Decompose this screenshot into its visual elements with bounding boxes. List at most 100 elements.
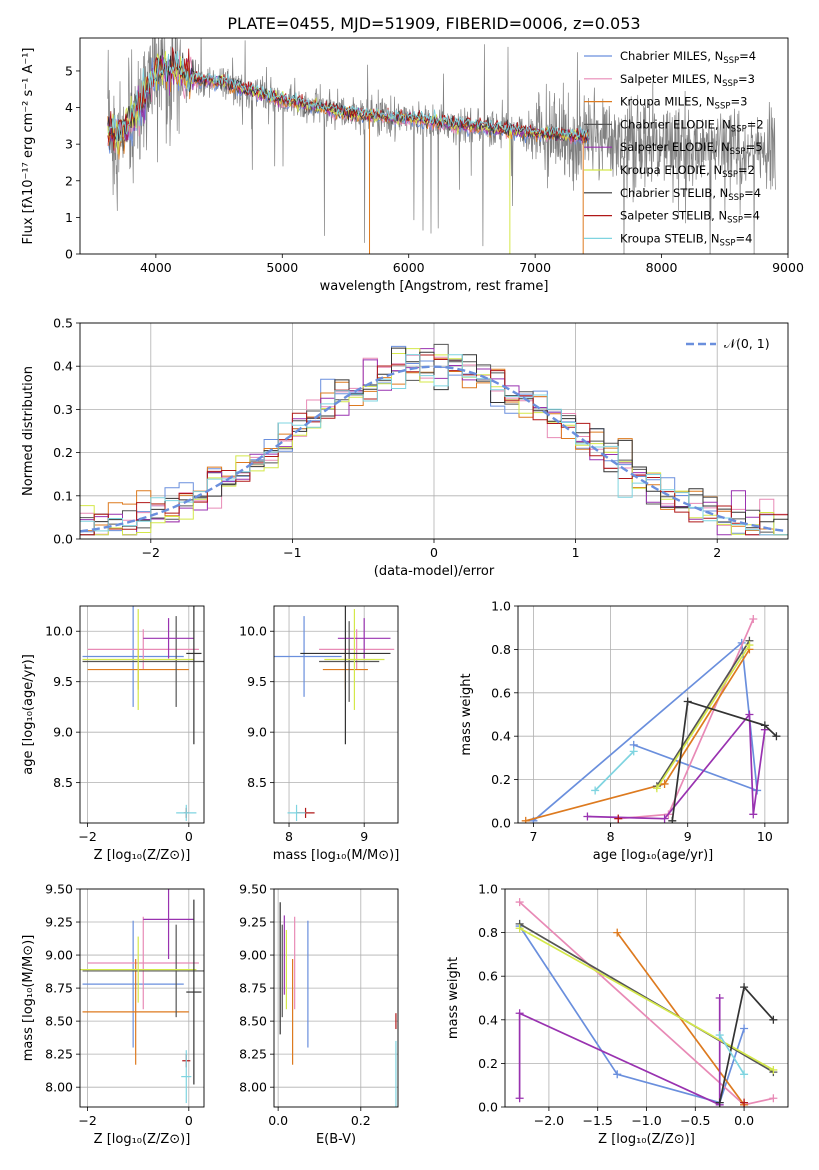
weight-marker-4 — [515, 1094, 524, 1103]
panel-weight-vs-age: 7 8 9 10 0.0 0.2 0.4 0.6 0.8 1.0 age [log₁₀(age/yr… — [459, 599, 789, 863]
weight-marker-4 — [715, 994, 724, 1002]
weight-marker-8 — [740, 1070, 749, 1079]
y-tick-label: 9.0 — [53, 725, 73, 740]
x-axis-label: wavelength [Angstrom, rest frame] — [320, 279, 549, 294]
x-tick-label: 8000 — [646, 260, 678, 275]
weight-marker-4 — [660, 814, 669, 823]
y-tick-label: 10.0 — [45, 624, 73, 639]
y-tick-label: 1.0 — [478, 882, 498, 897]
weight-marker-4 — [515, 1009, 524, 1018]
legend-entry-8: Kroupa STELIB, NSSP=4 — [620, 231, 752, 248]
y-tick-label: 0.8 — [491, 642, 511, 657]
y-tick-label: 0.0 — [478, 1100, 498, 1115]
x-axis-label: age [log₁₀(age/yr)] — [593, 848, 714, 863]
y-tick-label: 8.5 — [53, 775, 73, 790]
histogram-7 — [80, 354, 788, 536]
weight-line-5 — [656, 644, 751, 789]
panel-mass-vs-ebv: 0.0 0.2 8.00 8.25 8.50 8.75 9.00 9.25 9.50 E(B-V) — [239, 882, 399, 1147]
y-tick-label: 0.8 — [478, 925, 498, 940]
weight-marker-2 — [521, 816, 530, 823]
y-tick-label: 8.5 — [247, 775, 267, 790]
x-tick-label: 7000 — [519, 260, 551, 275]
y-axis-label: age [log₁₀(age/yr)] — [21, 654, 36, 775]
gaussian-curve — [80, 365, 786, 533]
legend-entry-5: Kroupa ELODIE, NSSP=2 — [620, 163, 755, 180]
x-tick-label: −2 — [142, 545, 160, 560]
legend-entry-6: Chabrier STELIB, NSSP=4 — [620, 186, 761, 203]
axes-frame — [79, 605, 205, 824]
y-tick-label: 1 — [65, 210, 73, 225]
weight-marker-5 — [745, 641, 754, 650]
y-tick-label: 0.2 — [53, 445, 73, 460]
y-tick-label: 0.0 — [53, 532, 73, 547]
y-tick-label: 3 — [65, 137, 73, 152]
x-tick-label: 1 — [572, 545, 580, 560]
weight-marker-1 — [749, 615, 758, 624]
y-tick-label: 8.50 — [239, 1014, 267, 1029]
weight-line-4 — [518, 998, 721, 1107]
weight-marker-4 — [749, 810, 758, 819]
panel-spectrum: 4000 5000 6000 7000 8000 9000 0 1 2 3 4 5 wavelength… — [21, 37, 804, 294]
y-tick-label: 0.2 — [478, 1056, 498, 1071]
weight-line-8 — [594, 750, 635, 792]
x-tick-label: 5000 — [266, 260, 298, 275]
y-tick-label: 8.50 — [45, 1014, 73, 1029]
y-tick-label: 0.3 — [53, 402, 73, 417]
weight-marker-2 — [613, 928, 622, 937]
x-tick-label: −1 — [283, 545, 301, 560]
histogram-6 — [80, 347, 788, 536]
plot-area — [515, 898, 778, 1107]
legend: Chabrier MILES, NSSP=4 Salpeter MILES, NS… — [584, 49, 764, 248]
y-tick-label: 0.4 — [478, 1012, 498, 1027]
y-tick-label: 5 — [65, 63, 73, 78]
plot-area — [274, 606, 395, 821]
x-axis-label: E(B-V) — [316, 1132, 356, 1147]
y-tick-label: 8.00 — [45, 1080, 73, 1095]
weight-marker-5 — [769, 1065, 778, 1074]
axes-frame — [504, 888, 789, 1108]
x-axis-label: Z [log₁₀(Z/Z⊙)] — [94, 848, 191, 863]
panel-age-vs-mass: 8 9 8.5 9.0 9.5 10.0 mass [log₁₀(M/M⊙)] — [239, 605, 400, 863]
weight-line-8 — [718, 1034, 745, 1075]
weight-marker-0 — [613, 1070, 622, 1079]
y-axis-label: Flux [fλ10⁻¹⁷ erg cm⁻² s⁻¹ A⁻¹] — [21, 48, 36, 245]
x-tick-label: 8 — [607, 829, 615, 844]
y-tick-label: 8.25 — [239, 1047, 267, 1062]
weight-marker-1 — [515, 898, 524, 907]
x-tick-label: 0 — [185, 829, 193, 844]
weight-marker-8 — [715, 1031, 724, 1040]
x-tick-label: 9 — [684, 829, 692, 844]
panel-weight-vs-Z: −2.0 −1.5 −1.0 −0.5 0.0 0.0 0.2 0.4 0.6 0.8 1.0 Z [… — [446, 882, 789, 1147]
x-tick-label: 10 — [757, 829, 773, 844]
weight-line-3 — [656, 640, 751, 787]
y-tick-label: 9.50 — [239, 882, 267, 897]
y-tick-label: 9.5 — [53, 674, 73, 689]
x-axis-label: Z [log₁₀(Z/Z⊙)] — [94, 1132, 191, 1147]
axes-frame — [517, 605, 789, 824]
y-tick-label: 9.0 — [247, 725, 267, 740]
legend-entry-1: Salpeter MILES, NSSP=3 — [620, 72, 755, 89]
y-tick-label: 0.5 — [53, 316, 73, 331]
y-tick-label: 0.2 — [491, 772, 511, 787]
panel-mass-vs-Z: −2 0 8.00 8.25 8.50 8.75 9.00 9.25 9.50 Z [log₁₀(… — [21, 882, 205, 1147]
x-tick-label: 6000 — [393, 260, 425, 275]
weight-marker-6 — [715, 1098, 724, 1107]
y-tick-label: 9.5 — [247, 674, 267, 689]
weight-marker-1 — [769, 1094, 778, 1103]
x-axis-label: mass [log₁₀(M/M⊙)] — [273, 848, 400, 863]
weight-marker-6 — [760, 721, 769, 730]
legend-entry-2: Kroupa MILES, NSSP=3 — [620, 95, 747, 112]
x-tick-label: 4000 — [140, 260, 172, 275]
plots-layer: 4000 5000 6000 7000 8000 9000012345wavelength… — [21, 37, 804, 1147]
y-axis-label: mass [log₁₀(M/M⊙)] — [21, 935, 36, 1062]
weight-line-0 — [518, 925, 745, 1104]
x-tick-label: −2 — [78, 829, 96, 844]
y-tick-label: 8.25 — [45, 1047, 73, 1062]
y-tick-label: 2 — [65, 173, 73, 188]
y-tick-label: 8.75 — [239, 981, 267, 996]
weight-marker-8 — [629, 747, 638, 756]
plot-area — [521, 615, 781, 823]
y-tick-label: 0.1 — [53, 488, 73, 503]
plot-area — [82, 606, 204, 821]
axes-frame — [79, 322, 789, 540]
